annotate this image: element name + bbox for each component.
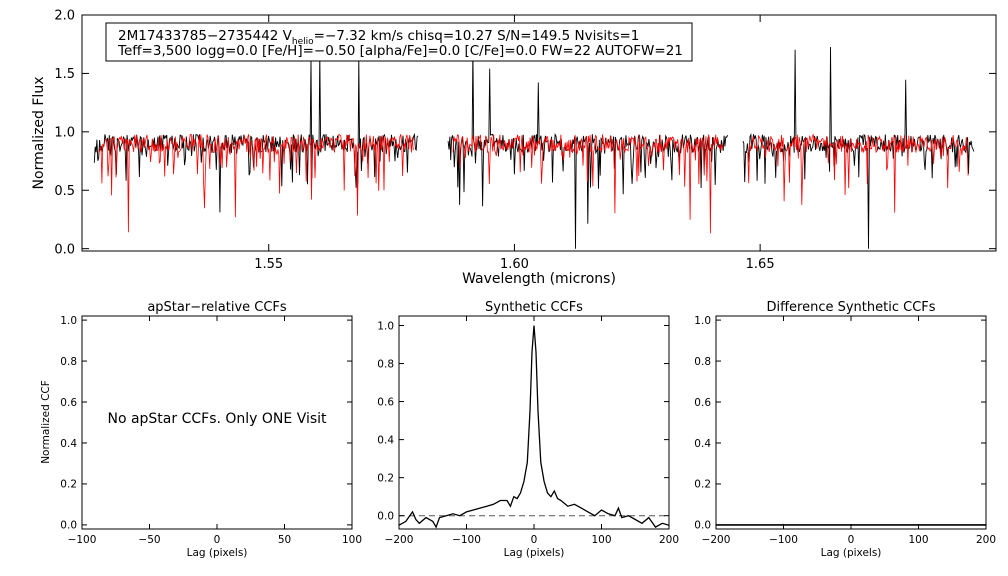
x-tick-label: 1.65	[746, 257, 775, 272]
difference-ccf-panel: Difference Synthetic CCFs −200 −100 0 100 20…	[694, 300, 996, 559]
x-tick-label: 0	[214, 534, 221, 546]
synthetic-ccf-x-axis-label: Lag (pixels)	[504, 547, 565, 559]
difference-ccf-title: Difference Synthetic CCFs	[766, 300, 935, 315]
synthetic-ccf-line	[398, 325, 670, 529]
y-tick-label: 0.0	[54, 242, 75, 257]
synthetic-ccf-title: Synthetic CCFs	[485, 300, 583, 315]
spectrum-annotation-box: 2M17433785−2735442 Vhelio=−7.32 km/s chi…	[105, 22, 693, 62]
y-tick-label: 1.0	[60, 315, 77, 327]
annotation-line-2: Teff=3,500 logg=0.0 [Fe/H]=−0.50 [alpha/…	[117, 43, 683, 59]
y-tick-label: 0.4	[60, 438, 77, 450]
y-tick-label: 0.6	[694, 397, 711, 409]
x-tick-label: −100	[452, 534, 481, 546]
synthetic-ccf-panel: Synthetic CCFs −200 −100 0 100 200 0.0 0.2 0.4 0…	[377, 300, 679, 559]
apstar-ccf-y-axis-label: Normalized CCF	[40, 380, 52, 464]
spectrum-panel: 1.55 1.60 1.65 0.0 0.5 1.0 1.5 2.0 Wavelength (…	[31, 9, 997, 287]
x-tick-label: −200	[385, 534, 414, 546]
y-tick-label: 0.2	[60, 479, 77, 491]
spectrum-ticks	[82, 14, 996, 251]
y-tick-label: 0.0	[694, 520, 711, 532]
x-tick-label: 50	[278, 534, 291, 546]
annotation-stats: =−7.32 km/s chisq=10.27 S/N=149.5 Nvisit…	[314, 28, 640, 44]
x-tick-label: −200	[702, 534, 731, 546]
x-tick-label: −100	[68, 534, 97, 546]
y-tick-label: 0.6	[377, 396, 394, 408]
x-tick-label: 1.60	[500, 257, 529, 272]
y-tick-label: 0.2	[694, 479, 711, 491]
x-tick-label: 100	[342, 534, 362, 546]
y-tick-label: 0.2	[377, 472, 394, 484]
x-tick-label: 100	[908, 534, 928, 546]
x-tick-label: −100	[769, 534, 798, 546]
spectrum-line-synthetic	[747, 133, 969, 213]
y-tick-label: 0.4	[694, 438, 711, 450]
apstar-ccf-message: No apStar CCFs. Only ONE Visit	[107, 411, 327, 427]
annotation-line-1: 2M17433785−2735442 Vhelio=−7.32 km/s chi…	[118, 28, 639, 47]
y-tick-label: 0.0	[377, 510, 394, 522]
difference-ccf-x-axis-label: Lag (pixels)	[821, 547, 882, 559]
annotation-frame	[105, 22, 693, 62]
y-tick-label: 0.5	[54, 184, 75, 199]
spectrum-tick-labels: 1.55 1.60 1.65 0.0 0.5 1.0 1.5 2.0	[54, 9, 774, 272]
spectrum-line-observed	[742, 46, 975, 249]
y-tick-label: 1.0	[54, 126, 75, 141]
y-tick-label: 1.0	[377, 320, 394, 332]
apstar-ccf-panel: apStar−relative CCFs −100 −50 0 50 100 0.0 0.2…	[40, 300, 362, 559]
difference-ccf-ticks	[715, 316, 987, 529]
spectrum-line-synthetic	[98, 133, 414, 233]
x-tick-label: 0	[848, 534, 855, 546]
difference-ccf-tick-labels: −200 −100 0 100 200 0.0 0.2 0.4 0.6 0.8 1.0	[694, 315, 996, 546]
y-tick-label: 0.6	[60, 397, 77, 409]
x-tick-label: −50	[138, 534, 160, 546]
apstar-ccf-title: apStar−relative CCFs	[147, 300, 287, 315]
annotation-subscript: helio	[292, 37, 314, 47]
spectrum-line-observed	[447, 47, 729, 249]
x-tick-label: 200	[976, 534, 996, 546]
apstar-ccf-ticks	[81, 316, 353, 529]
synthetic-ccf-plot-area	[398, 325, 670, 529]
y-tick-label: 0.0	[60, 520, 77, 532]
y-tick-label: 0.4	[377, 434, 394, 446]
y-tick-label: 1.5	[54, 67, 75, 82]
x-tick-label: 100	[591, 534, 611, 546]
y-tick-label: 0.8	[60, 356, 77, 368]
spectrum-y-axis-label: Normalized Flux	[31, 77, 47, 190]
annotation-star-id: 2M17433785−2735442 V	[118, 28, 293, 44]
spectrum-x-axis-label: Wavelength (microns)	[462, 271, 616, 287]
y-tick-label: 2.0	[54, 9, 75, 24]
y-tick-label: 1.0	[694, 315, 711, 327]
synthetic-ccf-tick-labels: −200 −100 0 100 200 0.0 0.2 0.4 0.6 0.8 1.0	[377, 320, 679, 546]
apstar-ccf-x-axis-label: Lag (pixels)	[187, 547, 248, 559]
synthetic-ccf-ticks	[398, 316, 670, 529]
spectrum-plot-area	[93, 46, 975, 249]
y-tick-label: 0.8	[377, 358, 394, 370]
x-tick-label: 1.55	[254, 257, 283, 272]
y-tick-label: 0.8	[694, 356, 711, 368]
spectrum-axes-frame	[81, 14, 997, 252]
spectrum-line-synthetic	[452, 134, 724, 234]
apstar-ccf-tick-labels: −100 −50 0 50 100 0.0 0.2 0.4 0.6 0.8 1.0	[60, 315, 362, 546]
x-tick-label: 200	[659, 534, 679, 546]
x-tick-label: 0	[531, 534, 538, 546]
